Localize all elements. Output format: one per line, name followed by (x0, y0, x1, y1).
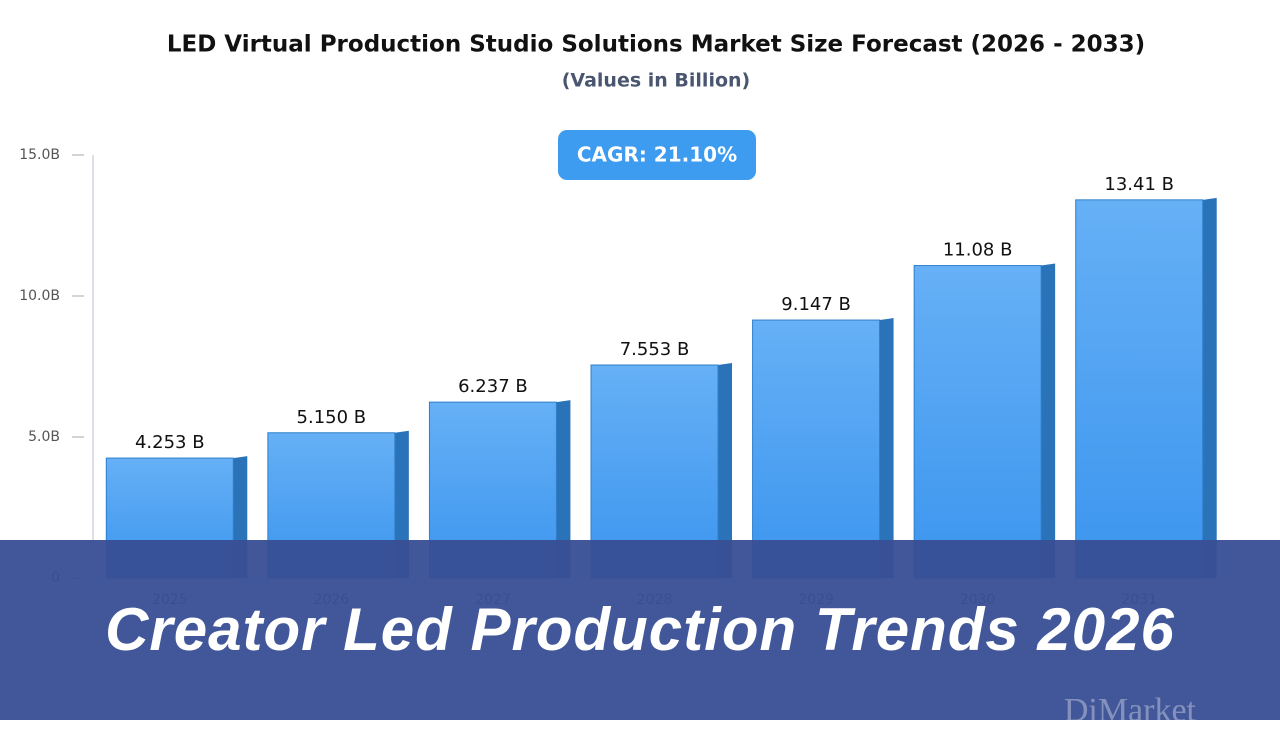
y-tick-label: 15.0B (19, 147, 60, 163)
value-label: 5.150 B (297, 407, 367, 428)
value-label: 9.147 B (781, 294, 851, 315)
chart-title: LED Virtual Production Studio Solutions … (167, 32, 1145, 58)
bar (913, 263, 1056, 579)
bar-front (913, 265, 1042, 579)
value-label: 6.237 B (458, 376, 528, 397)
bar (1075, 197, 1217, 579)
bar-side (879, 318, 894, 578)
bar-front (752, 319, 881, 579)
watermark: DiMarket (1063, 692, 1196, 729)
y-tick-label: 5.0B (28, 429, 60, 445)
bar-side (556, 400, 571, 578)
bar-side (1041, 263, 1056, 578)
value-label: 4.253 B (135, 432, 205, 453)
value-label: 7.553 B (620, 339, 690, 360)
bar (752, 318, 894, 579)
annotation-box (558, 130, 756, 180)
banner-title: Creator Led Production Trends 2026 (105, 596, 1175, 663)
value-label: 13.41 B (1104, 174, 1174, 195)
chart-subtitle: (Values in Billion) (562, 70, 750, 92)
bar-side (1202, 197, 1217, 578)
y-tick-label: 10.0B (19, 288, 60, 304)
banner: Creator Led Production Trends 2026 (0, 540, 1280, 720)
annotation: CAGR: 21.10% (577, 143, 737, 167)
value-label: 11.08 B (943, 240, 1013, 261)
bar-side (718, 363, 732, 578)
bar-front (1075, 199, 1204, 579)
